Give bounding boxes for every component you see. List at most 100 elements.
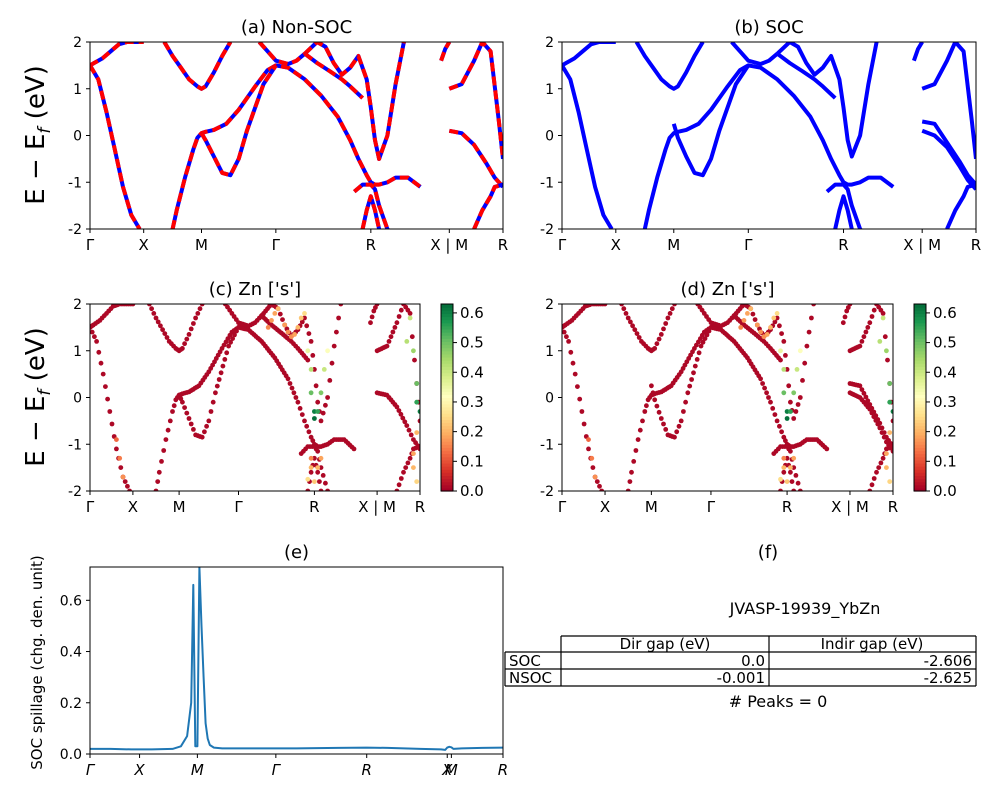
scatter-point (390, 329, 396, 335)
scatter-point (704, 332, 710, 338)
scatter-point (188, 326, 194, 332)
colorbar-segment (914, 413, 926, 417)
y-tick-label: 2 (73, 35, 82, 51)
scatter-point (114, 446, 119, 452)
scatter-point (683, 399, 688, 405)
scatter-point (368, 320, 373, 326)
scatter-point (621, 306, 627, 312)
scatter-point (163, 437, 169, 442)
colorbar-segment (914, 319, 926, 324)
scatter-point (318, 465, 324, 470)
scatter-point (351, 446, 357, 452)
colorbar-segment (914, 381, 926, 386)
y-tick-label: 0 (545, 391, 554, 407)
colorbar-segment (441, 307, 453, 311)
scatter-point (691, 370, 696, 376)
scatter-point (781, 367, 787, 372)
scatter-point (633, 448, 639, 453)
scatter-point (265, 325, 271, 330)
scatter-point (562, 325, 565, 330)
y-axis-label: SOC spillage (chg. den. unit) (28, 555, 46, 770)
x-tick-label: R (888, 498, 898, 516)
scatter-point (160, 327, 166, 333)
scatter-point (871, 476, 877, 481)
scatter-point (226, 343, 232, 349)
x-tick-label: R (971, 236, 981, 254)
colorbar-tick-label: 0.4 (933, 363, 957, 381)
scatter-point (890, 448, 893, 454)
scatter-point (880, 315, 886, 321)
scatter-point (562, 329, 567, 335)
scatter-point (586, 446, 591, 452)
x-tick-label: Γ (744, 236, 753, 254)
scatter-point (120, 474, 126, 480)
scatter-point (656, 336, 662, 342)
scatter-point (90, 325, 93, 330)
y-tick-label: -1 (540, 437, 554, 453)
scatter-point (760, 381, 765, 386)
colorbar-segment (914, 431, 926, 436)
scatter-point (164, 335, 170, 340)
band-line (912, 42, 924, 62)
x-tick-label: X (128, 498, 138, 516)
colorbar-segment (914, 428, 926, 433)
band-line-overlay (303, 42, 406, 161)
y-tick-label: -2 (68, 222, 82, 238)
scatter-point (625, 488, 631, 491)
scatter-point (791, 488, 797, 491)
scatter-point (579, 409, 585, 414)
scatter-point (644, 403, 649, 409)
scatter-point (195, 311, 201, 316)
band-line-overlay (439, 42, 452, 62)
colorbar-segment (441, 425, 453, 430)
colorbar-segment (914, 459, 926, 464)
scatter-point (180, 399, 185, 405)
colorbar-segment (914, 372, 926, 377)
scatter-point (692, 363, 698, 369)
colorbar-segment (441, 478, 453, 483)
scatter-point (191, 321, 196, 326)
colorbar-segment (914, 363, 926, 367)
scatter-point (887, 479, 893, 484)
scatter-point (880, 455, 886, 461)
colorbar-segment (441, 350, 453, 355)
y-tick-label: -2 (540, 484, 554, 500)
x-tick-label: R (838, 236, 848, 254)
scatter-point (417, 409, 420, 414)
colorbar-segment (441, 469, 453, 473)
colorbar-frame (913, 303, 927, 492)
scatter-point (700, 339, 706, 345)
band-line (921, 128, 976, 191)
scatter-point (706, 328, 712, 334)
scatter-point (329, 360, 335, 366)
x-tick-label: X (441, 761, 453, 779)
colorbar-segment (441, 472, 453, 477)
scatter-point (879, 430, 885, 435)
scatter-point (388, 334, 394, 340)
colorbar-segment (441, 413, 453, 417)
colorbar-segment (441, 310, 453, 314)
scatter-point (167, 418, 173, 424)
scatter-point (414, 479, 420, 484)
scatter-point (332, 498, 337, 503)
scatter-point (310, 438, 316, 444)
colorbar-d: 0.0 0.1 0.2 0.3 0.4 0.5 0.6 (913, 303, 957, 500)
scatter-point (784, 416, 790, 421)
scatter-point (308, 390, 314, 396)
y-tick-label: -2 (68, 484, 82, 500)
scatter-point (581, 421, 587, 427)
colorbar-segment (914, 484, 926, 489)
scatter-point (323, 402, 328, 408)
scatter-point (788, 409, 793, 414)
scatter-point (877, 339, 883, 344)
scatter-point (417, 418, 420, 424)
colorbar-tick-label: 0.2 (933, 423, 957, 441)
band-line-overlay (448, 128, 503, 189)
scatter-point (320, 410, 326, 416)
scatter-point (315, 448, 321, 454)
scatter-point (384, 343, 390, 349)
x-tick-label: R (415, 498, 425, 516)
scatter-point (405, 460, 411, 466)
panel-f-subtitle: JVASP-19939_YbZn (729, 599, 881, 619)
